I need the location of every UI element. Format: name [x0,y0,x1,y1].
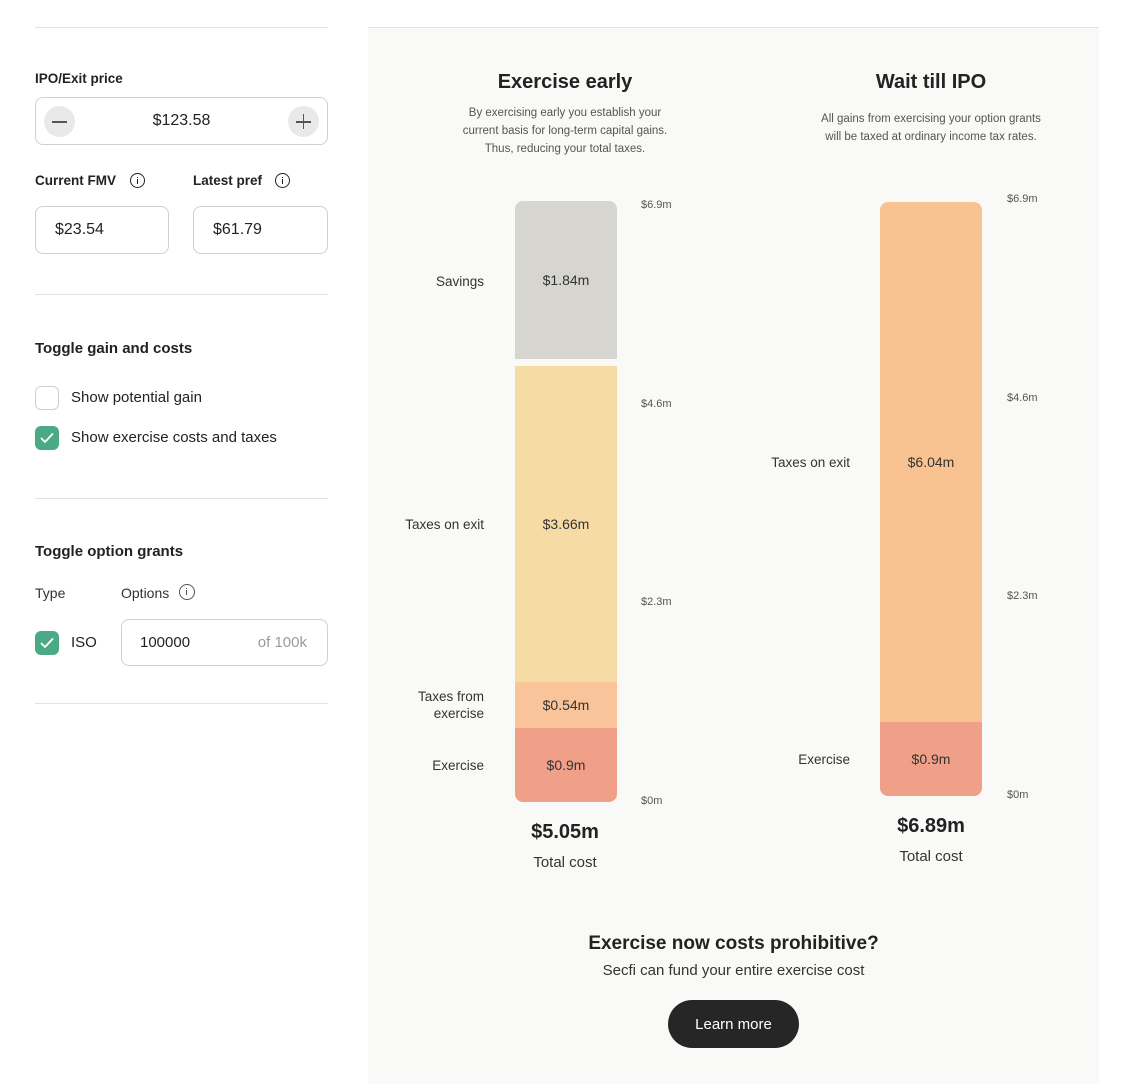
ipo-subtitle: All gains from exercising your option gr… [821,113,1041,143]
toggle-grants-heading: Toggle option grants [35,543,184,560]
early-tick: $6.9m [641,199,672,211]
pref-input[interactable]: $61.79 [193,206,328,254]
show-costs-checkbox[interactable] [35,426,59,450]
early-tick: $2.3m [641,596,672,608]
early-total-label: Total cost [533,854,597,871]
exit-price-value[interactable]: $123.58 [152,112,211,129]
early-taxes-exercise-segment: $0.54m [515,682,617,728]
options-label: Options [121,585,170,601]
ipo-taxes-exit-segment: $6.04m [880,202,982,722]
options-info-icon[interactable] [179,584,195,600]
ipo-exercise-segment: $0.9m [880,722,982,796]
early-taxes-exit-label: Taxes on exit [405,517,484,532]
ipo-taxes-exit-label: Taxes on exit [771,455,850,470]
ipo-total-value: $6.89m [897,815,965,837]
early-savings-value: $1.84m [542,272,590,288]
show-costs-label[interactable]: Show exercise costs and taxes [71,429,277,446]
ipo-tick: $4.6m [1007,392,1038,404]
decrement-button[interactable] [44,106,75,137]
early-taxes-exit-segment: $3.66m [515,366,617,682]
options-suffix: of 100k [257,634,307,651]
early-exercise-segment: $0.9m [515,728,617,802]
iso-checkbox[interactable] [35,631,59,655]
divider [35,294,328,295]
ipo-exercise-label: Exercise [798,752,850,767]
comparison-panel [368,28,1099,1084]
early-tick: $0m [641,795,663,807]
early-savings-label: Savings [435,274,484,289]
early-taxes-exercise-value: $0.54m [542,697,590,713]
learn-more-button[interactable]: Learn more [668,1000,799,1048]
check-icon [40,638,54,648]
ipo-tick: $0m [1007,789,1029,801]
cta-title: Exercise now costs prohibitive? [588,933,879,954]
pref-label: Latest pref [193,173,263,188]
early-taxes-exit-value: $3.66m [542,516,590,532]
early-exercise-value: $0.9m [546,757,586,773]
early-total-value: $5.05m [531,821,599,843]
pref-info-icon[interactable] [275,173,290,188]
ipo-tick: $2.3m [1007,590,1038,602]
divider [35,703,328,704]
options-input[interactable]: 100000 of 100k [121,619,328,666]
top-divider [35,27,328,28]
exit-price-stepper[interactable]: $123.58 [35,97,328,145]
early-savings-segment: $1.84m [515,201,617,359]
exit-price-label: IPO/Exit price [35,71,123,86]
fmv-label: Current FMV [35,173,116,188]
ipo-tick: $6.9m [1007,193,1038,205]
show-gain-checkbox[interactable] [35,386,59,410]
early-subtitle: By exercising early you establish your c… [462,107,668,155]
ipo-total-label: Total cost [899,848,963,865]
early-exercise-label: Exercise [432,758,484,773]
early-title: Exercise early [497,71,633,93]
fmv-info-icon[interactable] [130,173,145,188]
fmv-input[interactable]: $23.54 [35,206,169,254]
early-tick: $4.6m [641,398,672,410]
check-icon [40,433,54,443]
iso-label[interactable]: ISO [71,634,97,651]
options-value[interactable]: 100000 [140,634,191,651]
ipo-title: Wait till IPO [875,71,987,93]
ipo-exercise-value: $0.9m [911,751,951,767]
toggle-gain-heading: Toggle gain and costs [35,340,193,357]
ipo-taxes-exit-value: $6.04m [907,454,955,470]
type-label: Type [35,585,66,601]
cta-subtitle: Secfi can fund your entire exercise cost [602,962,865,979]
increment-button[interactable] [288,106,319,137]
show-gain-label[interactable]: Show potential gain [71,389,202,406]
early-taxes-exercise-label: Taxes from exercise [417,689,484,721]
top-rule [368,27,1099,28]
divider [35,498,328,499]
